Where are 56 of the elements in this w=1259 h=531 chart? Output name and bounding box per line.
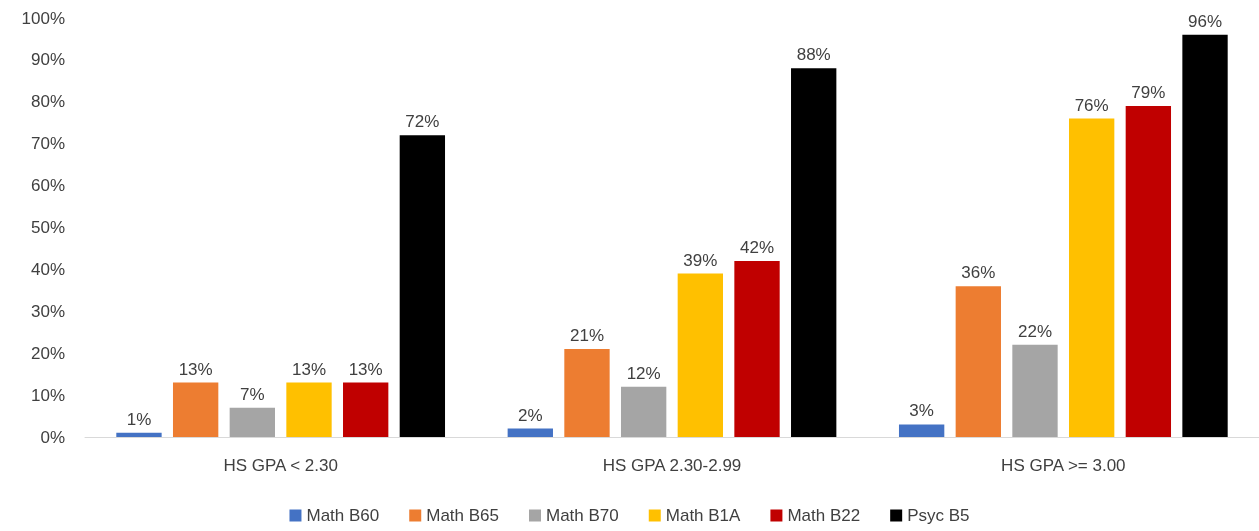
legend-label: Math B65 [426, 506, 499, 525]
data-label: 21% [569, 326, 604, 346]
bar [229, 407, 275, 437]
bar [507, 428, 553, 437]
bar [399, 135, 446, 437]
y-tick-label: 90% [30, 50, 65, 70]
bar [1125, 105, 1172, 437]
y-tick-label: 60% [30, 176, 65, 196]
data-label: 79% [1131, 82, 1166, 102]
data-label: 36% [961, 263, 996, 283]
y-tick-label: 80% [30, 92, 65, 112]
data-label: 12% [626, 363, 661, 383]
data-label: 1% [126, 409, 152, 429]
bar [564, 349, 610, 437]
x-tick-label: HS GPA >= 3.00 [1001, 456, 1126, 475]
legend-label: Math B1A [665, 506, 742, 525]
data-label: 39% [683, 250, 718, 270]
y-tick-label: 40% [30, 259, 65, 279]
bar [791, 68, 837, 437]
data-label: 76% [1074, 95, 1109, 115]
y-tick-label: 100% [21, 8, 65, 28]
x-tick-label: HS GPA < 2.30 [223, 456, 338, 475]
bar [955, 286, 1001, 437]
y-tick-label: 0% [40, 427, 65, 447]
y-tick-label: 70% [30, 134, 65, 154]
bar [677, 273, 724, 437]
data-label: 88% [796, 45, 831, 65]
legend-label: Math B60 [306, 506, 380, 525]
y-tick-label: 10% [30, 385, 65, 405]
bar [1012, 344, 1058, 437]
data-label: 13% [348, 359, 383, 379]
bar [286, 382, 332, 437]
data-label: 2% [518, 405, 543, 425]
data-label: 72% [405, 112, 440, 132]
y-tick-label: 50% [30, 218, 65, 237]
legend-label: Psyc B5 [907, 506, 970, 525]
bar [1069, 118, 1115, 437]
legend-label: Math B22 [787, 506, 861, 525]
bar [734, 261, 780, 437]
y-tick-label: 20% [30, 343, 65, 363]
data-label: 22% [1017, 321, 1053, 341]
bar [1182, 34, 1228, 437]
data-label: 3% [909, 401, 934, 421]
data-label: 13% [178, 359, 213, 379]
data-label: 13% [291, 359, 327, 379]
bar [116, 432, 162, 437]
bar [172, 382, 219, 437]
legend-label: Math B70 [546, 506, 619, 525]
bar [620, 386, 667, 437]
data-label: 42% [740, 238, 775, 258]
y-tick-label: 30% [30, 301, 65, 321]
data-label: 96% [1188, 11, 1223, 31]
data-label: 7% [240, 384, 265, 404]
x-tick-label: HS GPA 2.30-2.99 [602, 456, 742, 475]
bar [898, 424, 945, 437]
bar [343, 382, 389, 437]
